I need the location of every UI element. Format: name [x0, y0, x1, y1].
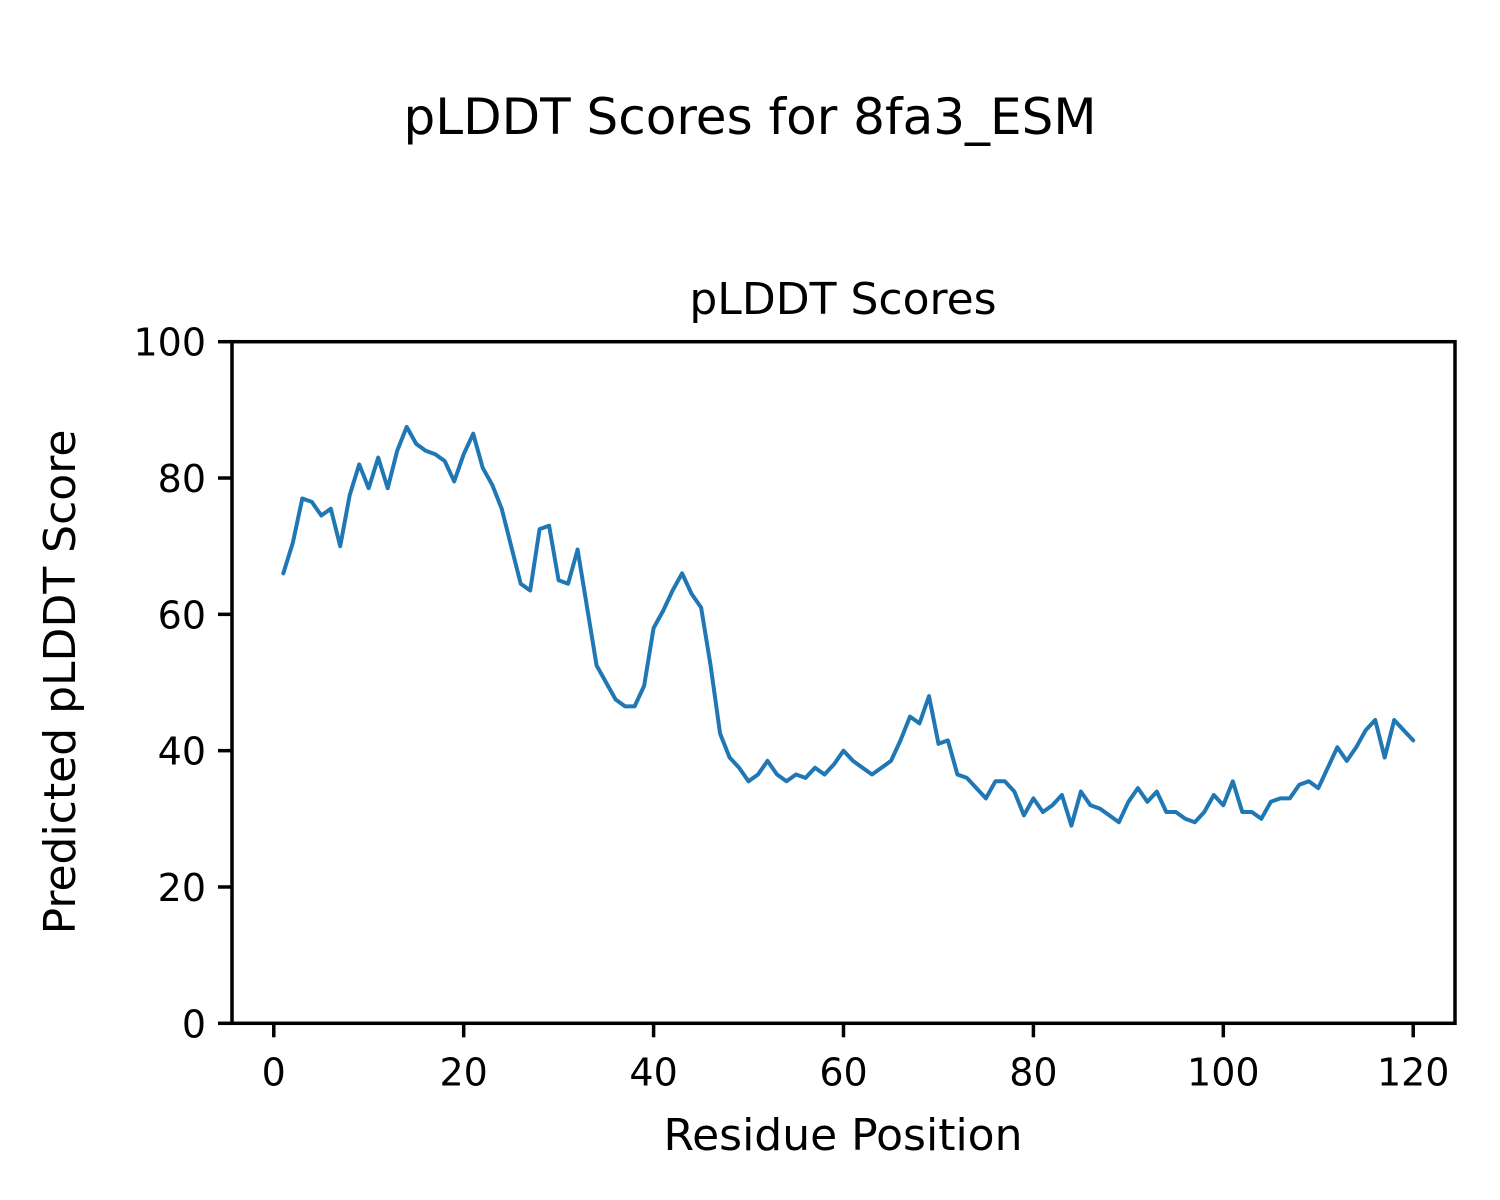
axes-title: pLDDT Scores	[689, 274, 996, 325]
x-tick-label: 20	[440, 1050, 488, 1094]
plddt-line	[281, 424, 1416, 828]
y-tick-label: 80	[158, 457, 206, 501]
x-tick-label: 60	[819, 1050, 867, 1094]
y-tick-label: 40	[158, 730, 206, 774]
x-axis-label: Residue Position	[663, 1110, 1022, 1161]
y-tick-label: 0	[182, 1002, 206, 1046]
x-tick-label: 120	[1377, 1050, 1450, 1094]
figure-suptitle: pLDDT Scores for 8fa3_ESM	[403, 88, 1097, 146]
axes: 0 20 40 60 80 100 120 0 20 40 60 80 100	[133, 321, 1457, 1094]
y-tick-label: 100	[133, 321, 206, 365]
y-axis-label: Predicted pLDDT Score	[35, 430, 86, 935]
y-tick-label: 60	[158, 593, 206, 637]
x-tick-label: 80	[1009, 1050, 1057, 1094]
x-tick-label: 40	[629, 1050, 677, 1094]
x-tick-label: 100	[1187, 1050, 1260, 1094]
x-tick-label: 0	[262, 1050, 286, 1094]
y-tick-label: 20	[158, 866, 206, 910]
